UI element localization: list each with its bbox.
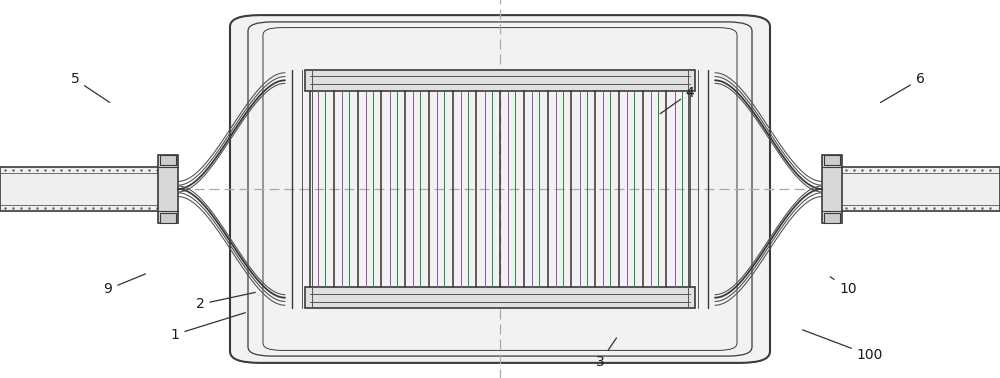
Bar: [824, 213, 840, 223]
Text: 10: 10: [830, 277, 857, 296]
Text: 5: 5: [71, 72, 110, 102]
Text: 3: 3: [596, 338, 616, 369]
Text: 1: 1: [171, 313, 245, 342]
Bar: [305, 70, 695, 91]
Bar: [160, 155, 176, 165]
Bar: [158, 155, 178, 223]
Bar: [822, 155, 842, 223]
Text: 6: 6: [880, 72, 924, 102]
Text: 100: 100: [803, 330, 883, 363]
Text: 4: 4: [660, 85, 694, 114]
Text: 9: 9: [104, 274, 145, 296]
Bar: [0, 167, 175, 211]
Bar: [825, 167, 1000, 211]
Bar: [305, 287, 695, 308]
FancyBboxPatch shape: [230, 15, 770, 363]
Bar: [824, 155, 840, 165]
Text: 2: 2: [196, 293, 255, 311]
Bar: [160, 213, 176, 223]
